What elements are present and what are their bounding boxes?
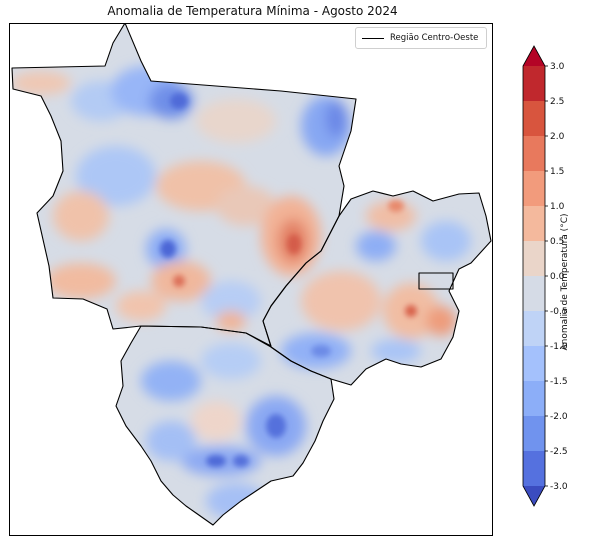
colorbar-segment (523, 101, 545, 136)
colorbar-segment (523, 171, 545, 206)
colorbar-tick-label: -1.0 (550, 342, 568, 352)
colorbar-tick-label: -3.0 (550, 482, 568, 492)
legend-line-swatch (362, 37, 384, 39)
colorbar-tick-label: 0.5 (550, 237, 564, 247)
colorbar-segment (523, 381, 545, 416)
map-title: Anomalia de Temperatura Mínima - Agosto … (107, 4, 398, 18)
colorbar-segment (523, 136, 545, 171)
colorbar-tick-label: -1.5 (550, 377, 568, 387)
colorbar-segment (523, 311, 545, 346)
colorbar-tick-label: 0.0 (550, 272, 565, 282)
colorbar-tick-label: 2.0 (550, 132, 565, 142)
map-legend: Região Centro-Oeste (355, 27, 487, 49)
colorbar-tick-label: 1.0 (550, 202, 565, 212)
anomaly-map (11, 24, 492, 526)
colorbar-segment (523, 451, 545, 486)
colorbar-tick-label: 2.5 (550, 97, 564, 107)
colorbar-segment (523, 416, 545, 451)
legend-label: Região Centro-Oeste (390, 33, 479, 43)
map-frame (9, 23, 493, 536)
colorbar-tick-label: -2.5 (550, 447, 568, 457)
colorbar-segment (523, 346, 545, 381)
colorbar-tick-label: -2.0 (550, 412, 568, 422)
distrito-federal-border (418, 272, 454, 290)
colorbar-label-box: Anomalia de Temperatura (°C) (555, 92, 575, 472)
colorbar-tick-label: -0.5 (550, 307, 568, 317)
colorbar-segment (523, 276, 545, 311)
colorbar-segment (523, 206, 545, 241)
colorbar: 3.0 2.5 2.0 1.5 1.0 0.5 0.0 -0.5 -1.0 -1.5 -2.0 -2.… (522, 45, 568, 507)
colorbar-segment (523, 66, 545, 101)
colorbar-extend-top (523, 46, 545, 66)
colorbar-tick-label: 3.0 (550, 62, 565, 72)
state-borders (11, 24, 492, 526)
colorbar-segment (523, 241, 545, 276)
colorbar-extend-bottom (523, 486, 545, 506)
colorbar-label: Anomalia de Temperatura (°C) (560, 213, 570, 351)
anomaly-field (12, 24, 491, 525)
colorbar-tick-label: 1.5 (550, 167, 564, 177)
